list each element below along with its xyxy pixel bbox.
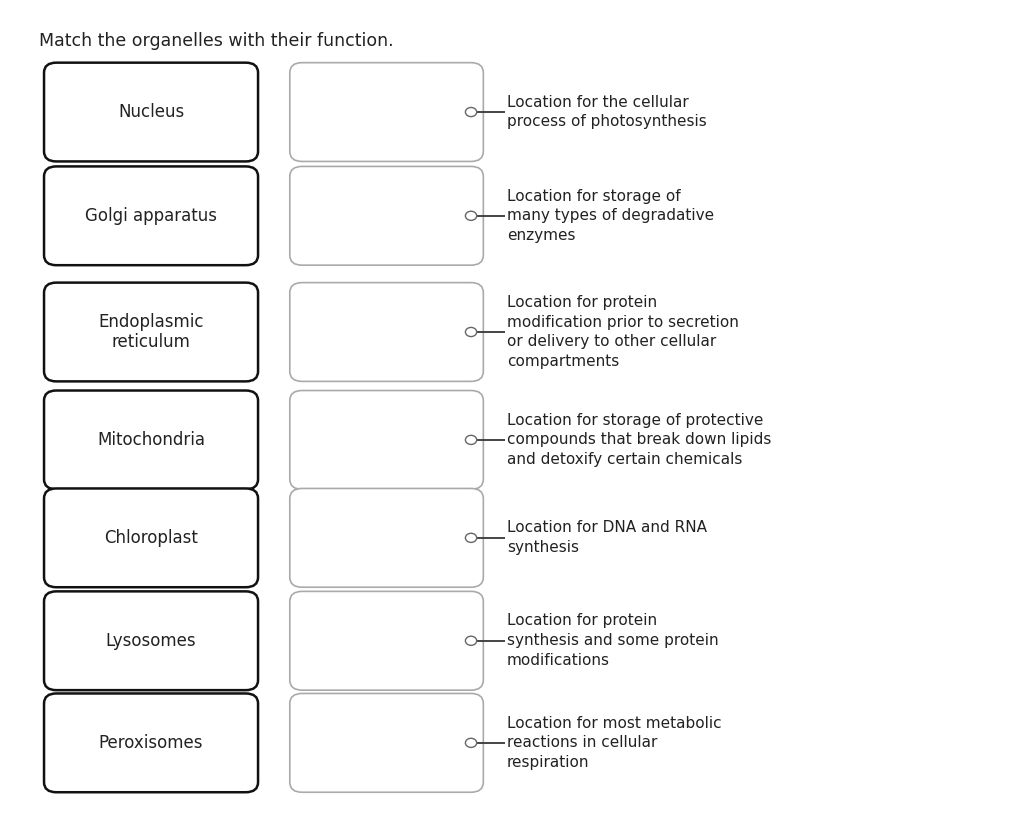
FancyBboxPatch shape: [290, 166, 483, 266]
Circle shape: [465, 435, 476, 445]
Text: Location for the cellular
process of photosynthesis: Location for the cellular process of pho…: [507, 95, 707, 129]
Text: Lysosomes: Lysosomes: [105, 632, 197, 650]
Text: Mitochondria: Mitochondria: [97, 431, 205, 449]
FancyBboxPatch shape: [290, 694, 483, 792]
Circle shape: [465, 327, 476, 337]
Text: Chloroplast: Chloroplast: [104, 529, 198, 547]
Text: Location for protein
modification prior to secretion
or delivery to other cellul: Location for protein modification prior …: [507, 295, 738, 369]
FancyBboxPatch shape: [290, 391, 483, 490]
Text: Golgi apparatus: Golgi apparatus: [85, 207, 217, 225]
FancyBboxPatch shape: [44, 166, 258, 266]
Text: Peroxisomes: Peroxisomes: [98, 734, 204, 752]
Text: Endoplasmic
reticulum: Endoplasmic reticulum: [98, 313, 204, 351]
FancyBboxPatch shape: [44, 62, 258, 161]
Text: Location for DNA and RNA
synthesis: Location for DNA and RNA synthesis: [507, 520, 707, 555]
FancyBboxPatch shape: [44, 488, 258, 588]
Circle shape: [465, 107, 476, 117]
FancyBboxPatch shape: [290, 488, 483, 588]
Text: Nucleus: Nucleus: [118, 103, 184, 121]
Text: Match the organelles with their function.: Match the organelles with their function…: [39, 32, 393, 50]
FancyBboxPatch shape: [290, 591, 483, 691]
Text: Location for storage of protective
compounds that break down lipids
and detoxify: Location for storage of protective compo…: [507, 413, 771, 467]
Circle shape: [465, 636, 476, 646]
FancyBboxPatch shape: [290, 62, 483, 161]
Text: Location for most metabolic
reactions in cellular
respiration: Location for most metabolic reactions in…: [507, 715, 722, 770]
Circle shape: [465, 211, 476, 221]
FancyBboxPatch shape: [290, 282, 483, 382]
FancyBboxPatch shape: [44, 591, 258, 691]
FancyBboxPatch shape: [44, 391, 258, 490]
Circle shape: [465, 739, 476, 747]
Text: Location for protein
synthesis and some protein
modifications: Location for protein synthesis and some …: [507, 613, 719, 668]
Circle shape: [465, 534, 476, 543]
FancyBboxPatch shape: [44, 694, 258, 792]
Text: Location for storage of
many types of degradative
enzymes: Location for storage of many types of de…: [507, 188, 714, 243]
FancyBboxPatch shape: [44, 282, 258, 382]
